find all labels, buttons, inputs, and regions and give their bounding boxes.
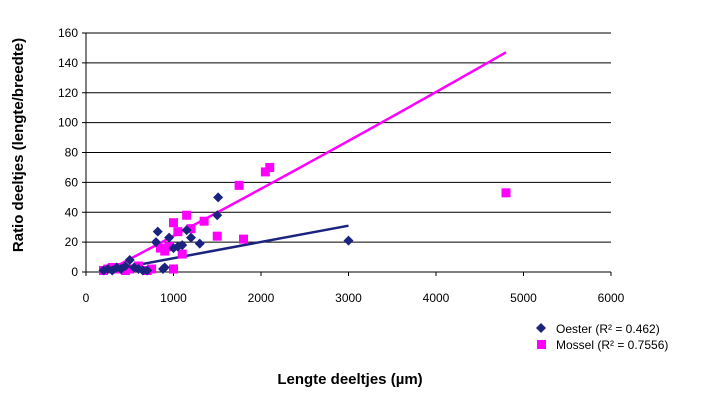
- legend-mossel-marker: [537, 340, 546, 349]
- y-tick-label: 100: [58, 116, 78, 130]
- point-mossel: [173, 227, 183, 237]
- trendline-mossel: [102, 51, 507, 274]
- x-tick-label: 6000: [598, 291, 625, 305]
- point-oester: [151, 237, 161, 248]
- point-oester: [142, 265, 153, 276]
- data-points: [98, 162, 511, 276]
- y-tick-label: 60: [65, 175, 79, 189]
- y-tick-label: 40: [65, 205, 79, 219]
- trendline-oester: [103, 224, 349, 273]
- point-mossel: [169, 264, 178, 274]
- point-oester: [177, 240, 188, 251]
- y-tick-label: 0: [71, 265, 78, 279]
- point-oester: [181, 225, 192, 236]
- point-mossel: [169, 218, 178, 228]
- point-mossel: [125, 264, 135, 274]
- trendlines: [102, 51, 507, 274]
- point-mossel: [199, 216, 209, 226]
- x-tick-label: 0: [83, 291, 90, 305]
- point-mossel: [186, 224, 196, 234]
- point-mossel: [234, 180, 244, 190]
- point-oester: [213, 192, 224, 203]
- y-tick-label: 20: [65, 235, 79, 249]
- point-mossel: [147, 264, 157, 274]
- x-tick-label: 3000: [335, 291, 362, 305]
- point-oester: [120, 261, 131, 272]
- x-tick-label: 1000: [160, 291, 187, 305]
- point-mossel: [177, 249, 187, 259]
- point-mossel: [501, 188, 511, 198]
- point-oester: [186, 232, 196, 243]
- point-oester: [124, 255, 135, 266]
- y-tick-label: 140: [58, 56, 78, 70]
- y-tick-label: 80: [65, 146, 79, 160]
- point-mossel: [182, 210, 192, 220]
- y-axis-title: Ratio deeltjes (lengte/breedte): [10, 38, 27, 252]
- legend: Oester (R² = 0.462) Mossel (R² = 0.7556): [536, 322, 668, 352]
- point-oester: [212, 210, 223, 221]
- point-mossel: [212, 231, 222, 241]
- point-mossel: [265, 162, 275, 172]
- y-tick-label: 120: [58, 86, 78, 100]
- legend-oester-label: Oester (R² = 0.462): [556, 322, 660, 336]
- point-oester: [343, 235, 354, 246]
- x-tick-label: 2000: [248, 291, 275, 305]
- gridlines: [86, 32, 611, 243]
- point-mossel: [239, 234, 248, 244]
- y-tick-label: 160: [58, 26, 78, 40]
- point-oester: [159, 262, 170, 273]
- x-tick-label: 5000: [510, 291, 537, 305]
- x-tick-labels: 0 1000 2000 3000 4000 5000 6000: [83, 291, 625, 305]
- x-axis-title: Lengte deeltjes (µm): [277, 371, 422, 388]
- legend-oester-marker: [536, 323, 546, 333]
- x-tick-label: 4000: [423, 291, 450, 305]
- point-oester: [194, 238, 205, 249]
- point-mossel: [164, 242, 174, 252]
- y-tick-labels: 0 20 40 60 80 100 120 140 160: [58, 26, 78, 279]
- legend-mossel-label: Mossel (R² = 0.7556): [556, 338, 668, 352]
- point-oester: [164, 232, 175, 243]
- point-oester: [152, 226, 163, 237]
